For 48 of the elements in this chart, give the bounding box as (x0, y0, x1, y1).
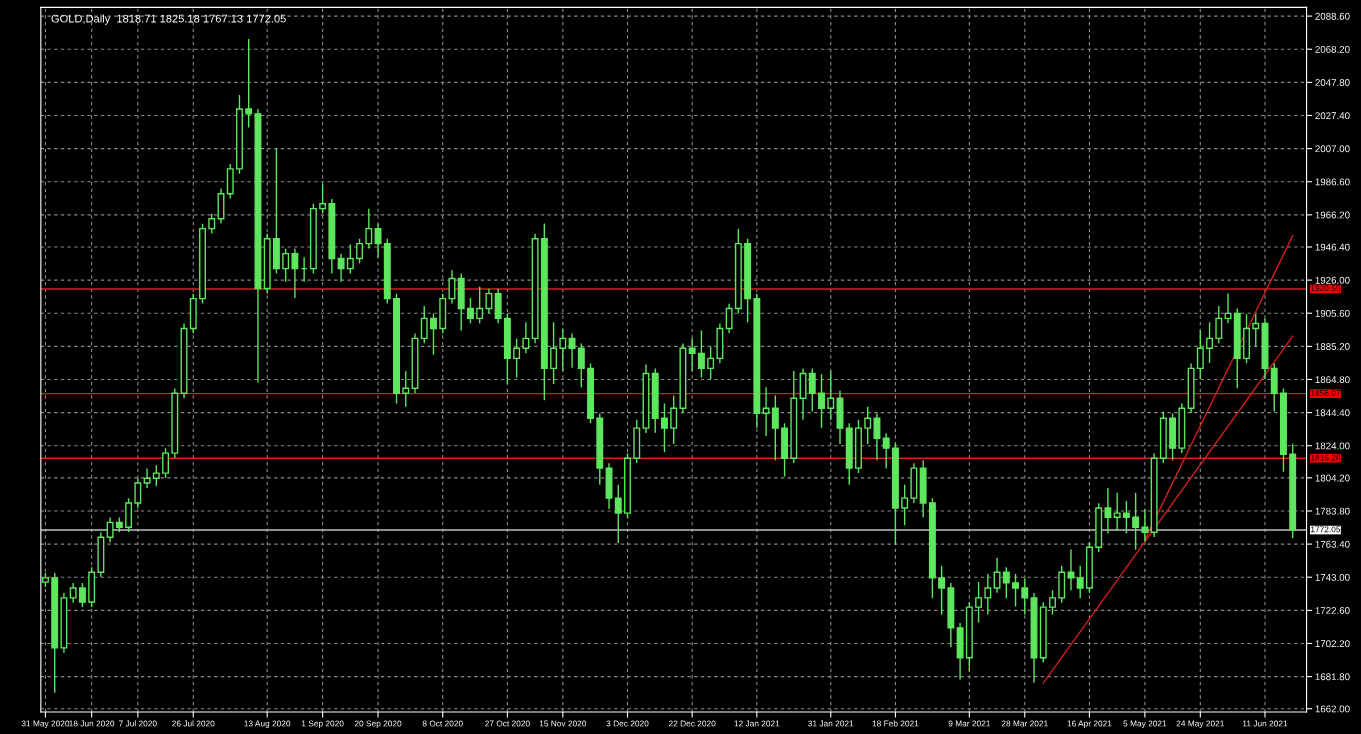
ref-line-label: 1856.07 (1310, 389, 1341, 396)
x-tick-label: 5 May 2021 (1123, 720, 1167, 729)
x-tick-label: 9 Mar 2021 (948, 720, 991, 727)
y-tick-label: 1763.40 (1315, 540, 1350, 548)
y-tick-label: 2007.00 (1315, 145, 1350, 153)
y-tick-label: 1743.00 (1315, 573, 1350, 581)
x-tick-label: 22 Dec 2020 (668, 720, 716, 727)
x-tick-label: 18 Feb 2021 (872, 720, 919, 727)
y-tick-label: 1824.00 (1315, 442, 1350, 450)
x-tick-label: 31 May 2020 (21, 720, 70, 729)
ref-line-label: 1772.05 (1310, 526, 1341, 533)
x-tick-label: 31 Jan 2021 (808, 720, 854, 727)
y-tick-label: 1844.40 (1315, 409, 1350, 417)
y-tick-label: 1966.20 (1315, 211, 1350, 219)
y-tick-label: 2088.60 (1315, 12, 1350, 20)
ref-line-label: 1920.55 (1310, 285, 1341, 292)
x-tick-label: 13 Aug 2020 (244, 720, 291, 729)
x-tick-label: 11 Jun 2021 (1242, 720, 1288, 727)
y-tick-label: 1783.80 (1315, 507, 1350, 515)
y-tick-label: 1905.60 (1315, 309, 1350, 317)
y-tick-label: 1986.60 (1315, 178, 1350, 186)
text: GOLD,Daily 1818.71 1825.18 1767.13 1772.05 (51, 14, 286, 25)
y-tick-label: 2027.40 (1315, 112, 1350, 120)
x-tick-label: 7 Jul 2020 (119, 720, 157, 727)
y-tick-label: 2068.20 (1315, 45, 1350, 53)
x-tick-label: 26 Jul 2020 (172, 720, 215, 727)
x-tick-label: 15 Nov 2020 (539, 720, 587, 727)
x-tick-label: 12 Jan 2021 (734, 720, 780, 727)
x-tick-label: 24 May 2021 (1176, 720, 1224, 729)
x-tick-label: 8 Oct 2020 (422, 720, 463, 727)
x-tick-label: 28 Mar 2021 (1001, 720, 1048, 727)
y-tick-label: 1864.80 (1315, 376, 1350, 384)
y-tick-label: 1702.20 (1315, 640, 1350, 648)
x-tick-label: 20 Sep 2020 (354, 720, 402, 729)
x-tick-label: 27 Oct 2020 (485, 720, 530, 727)
y-tick-label: 1662.00 (1315, 705, 1350, 713)
x-tick-label: 1 Sep 2020 (301, 720, 344, 729)
ref-line-label: 1816.28 (1310, 454, 1341, 461)
x-tick-label: 18 Jun 2020 (69, 720, 115, 727)
x-tick-label: 16 Apr 2021 (1067, 720, 1112, 729)
y-tick-label: 1885.20 (1315, 343, 1350, 350)
y-tick-label: 1926.00 (1315, 276, 1350, 284)
y-tick-label: 1946.40 (1315, 243, 1350, 251)
y-tick-label: 1681.80 (1315, 673, 1350, 681)
x-tick-label: 3 Dec 2020 (606, 720, 649, 727)
y-tick-label: 2047.80 (1315, 79, 1350, 86)
y-tick-label: 1722.60 (1315, 607, 1350, 614)
y-tick-label: 1804.20 (1315, 474, 1350, 482)
